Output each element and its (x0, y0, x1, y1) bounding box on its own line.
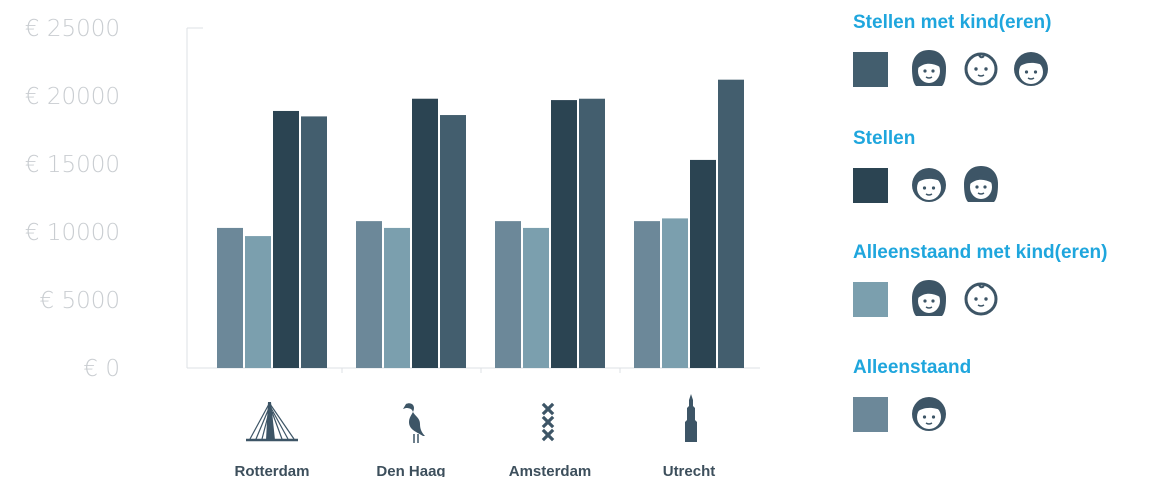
legend-item-alleenstaand: Alleenstaand (853, 357, 972, 432)
city-labels: Rotterdam Den Haag Amsterdam Utrecht (234, 463, 715, 477)
bar (356, 221, 382, 368)
legend-label: Stellen met kind(eren) (853, 12, 1052, 33)
bar (662, 218, 688, 368)
bar (690, 159, 716, 368)
bar (440, 115, 466, 368)
chart: € 0 € 5000 € 10000 € 15000 € 20000 € 25000 Ro… (25, 16, 760, 477)
boy-face-icon (1011, 48, 1051, 88)
bar (245, 236, 271, 368)
bar (412, 98, 438, 368)
baby-face-icon (961, 48, 1001, 88)
y-tick-label: € 15000 (25, 152, 120, 178)
girl-face-icon (909, 278, 949, 318)
legend-label: Alleenstaand (853, 357, 972, 378)
legend-label: Alleenstaand met kind(eren) (853, 242, 1108, 263)
x-tick-label: Den Haag (376, 463, 445, 477)
legend-item-stellen: Stellen (853, 128, 916, 203)
x-tick-label: Amsterdam (509, 463, 592, 477)
bar (634, 221, 660, 368)
bar (718, 79, 744, 369)
bar (217, 227, 243, 368)
girl-face-icon (909, 48, 949, 88)
y-tick-label: € 5000 (40, 288, 120, 314)
bar (523, 227, 549, 368)
legend-swatch (853, 52, 888, 87)
legend-item-alleenstaand-met-kinderen: Alleenstaand met kind(eren) (853, 242, 1108, 317)
y-tick-label: € 20000 (25, 84, 120, 110)
legend-label: Stellen (853, 128, 916, 149)
erasmus-bridge-icon (246, 402, 298, 442)
x-tick-label: Utrecht (663, 463, 716, 477)
y-tick-label: € 25000 (25, 16, 120, 42)
y-axis-ticks: € 0 € 5000 € 10000 € 15000 € 20000 € 25000 (25, 16, 120, 382)
bar (301, 116, 327, 369)
y-tick-label: € 0 (83, 356, 120, 382)
bar (551, 100, 577, 368)
bar (384, 227, 410, 368)
x-tick-label: Rotterdam (234, 463, 309, 477)
bar (579, 98, 605, 368)
boy-face-icon (909, 393, 949, 433)
girl-face-icon (961, 164, 1001, 204)
y-tick-label: € 10000 (25, 220, 120, 246)
dom-tower-icon (685, 394, 697, 442)
three-crosses-icon (541, 402, 555, 442)
legend-swatch (853, 397, 888, 432)
bar (273, 110, 299, 369)
baby-face-icon (961, 278, 1001, 318)
city-icons (246, 394, 697, 443)
legend-swatch (853, 168, 888, 203)
boy-face-icon (909, 164, 949, 204)
stork-icon (403, 403, 425, 443)
legend-item-stellen-met-kinderen: Stellen met kind(eren) (853, 12, 1052, 87)
legend-swatch (853, 282, 888, 317)
bars (217, 79, 744, 373)
bar (495, 221, 521, 368)
